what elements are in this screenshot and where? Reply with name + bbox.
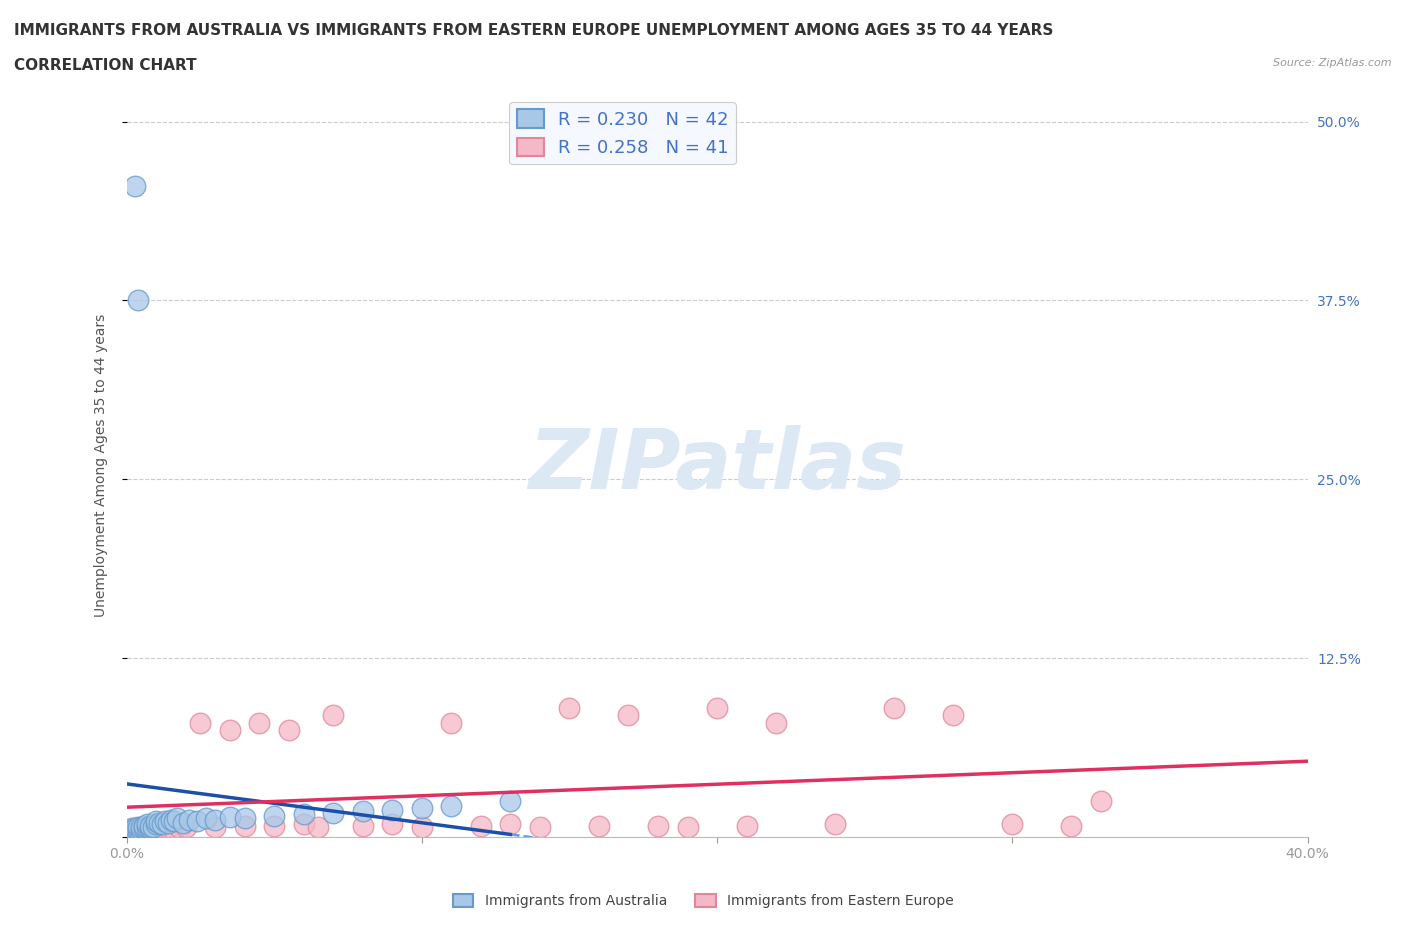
- Point: [411, 819, 433, 834]
- Point: [706, 701, 728, 716]
- Point: [124, 821, 146, 836]
- Point: [440, 798, 463, 813]
- Point: [440, 715, 463, 730]
- Point: [765, 715, 787, 730]
- Point: [121, 821, 143, 836]
- Point: [139, 821, 162, 836]
- Point: [824, 817, 846, 831]
- Point: [118, 822, 141, 837]
- Point: [322, 708, 344, 723]
- Point: [127, 293, 149, 308]
- Point: [263, 818, 285, 833]
- Point: [124, 179, 146, 193]
- Point: [121, 824, 143, 839]
- Point: [499, 817, 522, 831]
- Point: [129, 822, 153, 837]
- Point: [233, 818, 256, 833]
- Point: [150, 817, 173, 831]
- Point: [735, 818, 758, 833]
- Point: [219, 809, 242, 824]
- Point: [883, 701, 905, 716]
- Point: [163, 822, 186, 837]
- Point: [127, 822, 149, 837]
- Text: Source: ZipAtlas.com: Source: ZipAtlas.com: [1274, 58, 1392, 68]
- Point: [411, 801, 433, 816]
- Text: ZIPatlas: ZIPatlas: [529, 424, 905, 506]
- Point: [186, 814, 208, 829]
- Point: [352, 818, 374, 833]
- Point: [134, 818, 156, 833]
- Point: [166, 811, 188, 826]
- Point: [145, 821, 167, 836]
- Point: [647, 818, 669, 833]
- Point: [174, 819, 197, 834]
- Point: [121, 822, 143, 837]
- Point: [470, 818, 492, 833]
- Point: [942, 708, 965, 723]
- Point: [177, 813, 200, 828]
- Point: [263, 808, 285, 823]
- Point: [322, 805, 344, 820]
- Point: [169, 821, 191, 836]
- Point: [159, 813, 183, 828]
- Point: [617, 708, 640, 723]
- Point: [188, 715, 211, 730]
- Point: [139, 818, 162, 833]
- Point: [292, 806, 315, 821]
- Text: CORRELATION CHART: CORRELATION CHART: [14, 58, 197, 73]
- Point: [381, 803, 404, 817]
- Point: [124, 824, 146, 839]
- Point: [136, 817, 159, 831]
- Point: [134, 821, 156, 836]
- Point: [172, 816, 194, 830]
- Point: [204, 819, 226, 834]
- Point: [247, 715, 270, 730]
- Point: [499, 794, 522, 809]
- Y-axis label: Unemployment Among Ages 35 to 44 years: Unemployment Among Ages 35 to 44 years: [94, 313, 108, 617]
- Point: [163, 814, 186, 829]
- Point: [139, 822, 162, 837]
- Point: [127, 822, 149, 837]
- Point: [134, 821, 156, 836]
- Point: [588, 818, 610, 833]
- Point: [219, 723, 242, 737]
- Point: [127, 819, 149, 834]
- Point: [307, 819, 329, 834]
- Point: [278, 723, 301, 737]
- Point: [195, 811, 218, 826]
- Point: [1060, 818, 1083, 833]
- Point: [145, 817, 167, 831]
- Point: [156, 821, 179, 836]
- Point: [352, 804, 374, 818]
- Point: [558, 701, 581, 716]
- Point: [233, 811, 256, 826]
- Legend: R = 0.230   N = 42, R = 0.258   N = 41: R = 0.230 N = 42, R = 0.258 N = 41: [509, 102, 735, 165]
- Point: [1001, 817, 1024, 831]
- Point: [529, 819, 551, 834]
- Text: IMMIGRANTS FROM AUSTRALIA VS IMMIGRANTS FROM EASTERN EUROPE UNEMPLOYMENT AMONG A: IMMIGRANTS FROM AUSTRALIA VS IMMIGRANTS …: [14, 23, 1053, 38]
- Point: [1090, 794, 1112, 809]
- Point: [153, 814, 176, 829]
- Point: [142, 819, 165, 834]
- Point: [204, 813, 226, 828]
- Point: [145, 814, 167, 829]
- Point: [381, 817, 404, 831]
- Point: [129, 819, 153, 834]
- Point: [150, 822, 173, 837]
- Point: [676, 819, 699, 834]
- Point: [156, 816, 179, 830]
- Point: [136, 819, 159, 834]
- Point: [148, 816, 170, 830]
- Point: [292, 817, 315, 831]
- Legend: Immigrants from Australia, Immigrants from Eastern Europe: Immigrants from Australia, Immigrants fr…: [447, 889, 959, 914]
